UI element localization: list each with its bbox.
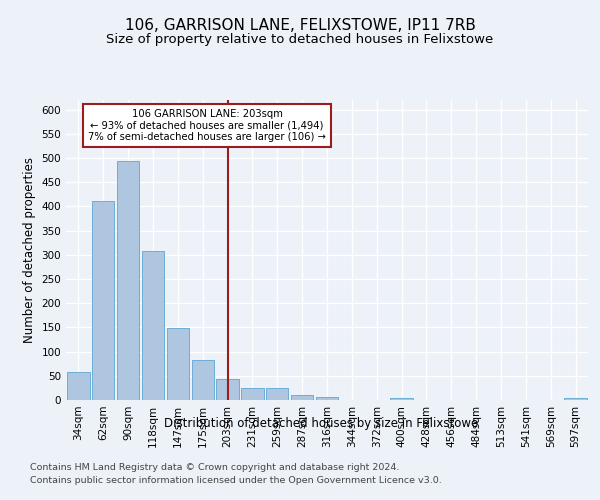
Bar xyxy=(191,360,214,400)
Bar xyxy=(316,397,338,400)
Bar xyxy=(391,398,413,400)
Bar xyxy=(291,395,313,400)
Bar xyxy=(217,378,239,400)
Bar xyxy=(67,372,89,400)
Text: Contains public sector information licensed under the Open Government Licence v3: Contains public sector information licen… xyxy=(30,476,442,485)
Text: 106, GARRISON LANE, FELIXSTOWE, IP11 7RB: 106, GARRISON LANE, FELIXSTOWE, IP11 7RB xyxy=(125,18,475,32)
Bar xyxy=(266,388,289,400)
Text: Contains HM Land Registry data © Crown copyright and database right 2024.: Contains HM Land Registry data © Crown c… xyxy=(30,462,400,471)
Text: 106 GARRISON LANE: 203sqm
← 93% of detached houses are smaller (1,494)
7% of sem: 106 GARRISON LANE: 203sqm ← 93% of detac… xyxy=(88,109,326,142)
Bar xyxy=(167,328,189,400)
Y-axis label: Number of detached properties: Number of detached properties xyxy=(23,157,36,343)
Bar xyxy=(92,200,115,400)
Bar xyxy=(565,398,587,400)
Bar xyxy=(241,388,263,400)
Bar xyxy=(142,252,164,400)
Text: Distribution of detached houses by size in Felixstowe: Distribution of detached houses by size … xyxy=(164,418,478,430)
Bar xyxy=(117,162,139,400)
Text: Size of property relative to detached houses in Felixstowe: Size of property relative to detached ho… xyxy=(106,32,494,46)
